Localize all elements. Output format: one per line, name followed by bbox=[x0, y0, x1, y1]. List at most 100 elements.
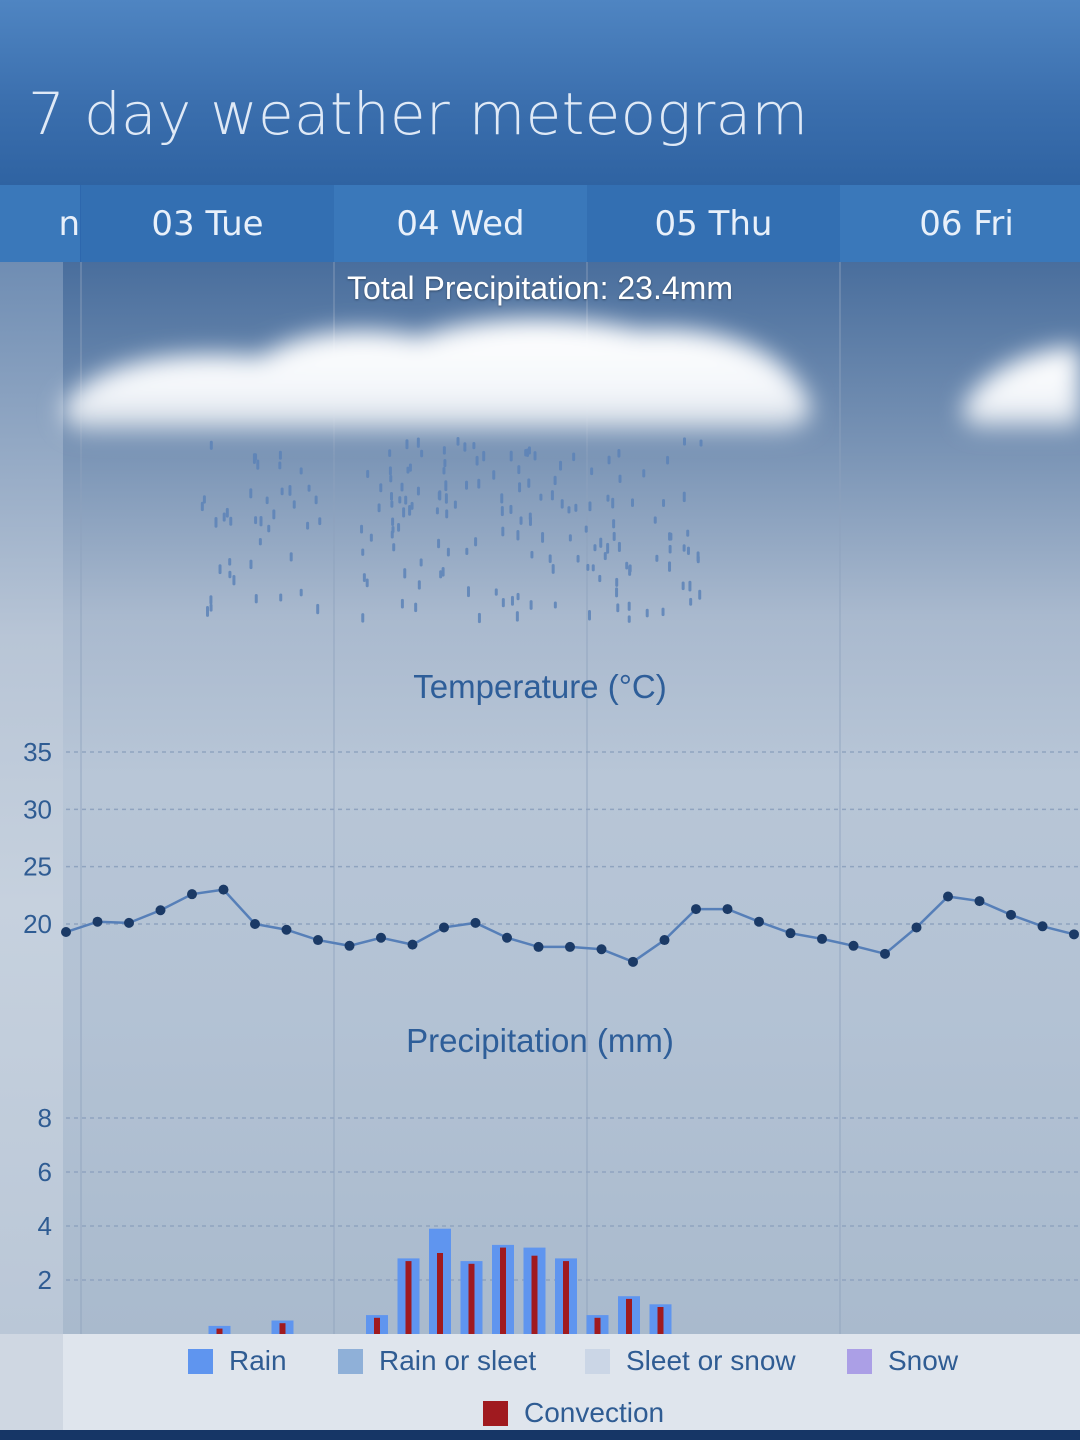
rain-drop bbox=[661, 607, 665, 617]
temperature-grid bbox=[66, 751, 1080, 925]
rain-drop bbox=[361, 613, 365, 623]
temperature-points bbox=[61, 884, 1079, 967]
rain-drop bbox=[417, 580, 421, 590]
rain-drop bbox=[501, 597, 505, 608]
rain-drop bbox=[256, 459, 260, 470]
rain-drop bbox=[655, 554, 659, 562]
rain-drop bbox=[688, 580, 692, 592]
rain-drop bbox=[414, 602, 418, 613]
rain-drop bbox=[272, 509, 276, 520]
temperature-point bbox=[722, 904, 733, 915]
temperature-point bbox=[313, 935, 323, 946]
rain-drop bbox=[389, 474, 393, 483]
legend: Rain Rain or sleet Sleet or snow Snow Co… bbox=[0, 1334, 1080, 1430]
legend-item-snow[interactable]: Snow bbox=[847, 1345, 958, 1377]
convection-bar bbox=[626, 1298, 632, 1334]
temperature-point bbox=[565, 941, 575, 952]
legend-item-rain[interactable]: Rain bbox=[188, 1345, 287, 1377]
rain-drop bbox=[445, 509, 449, 519]
rain-drop bbox=[625, 561, 629, 570]
rain-drop bbox=[501, 526, 505, 537]
rain-drop bbox=[200, 501, 204, 512]
rain-drop bbox=[405, 439, 409, 450]
rain-drop bbox=[527, 478, 531, 488]
rain-drop bbox=[472, 441, 476, 450]
rain-drop bbox=[391, 526, 395, 534]
total-precipitation: Total Precipitation: 23.4mm bbox=[347, 270, 733, 306]
rain-drop bbox=[494, 588, 498, 596]
temperature-point bbox=[218, 884, 229, 895]
rain-drop bbox=[500, 506, 504, 517]
rain-drop bbox=[593, 544, 597, 552]
rain-drop bbox=[406, 466, 410, 474]
rain-drop bbox=[606, 494, 610, 502]
convection-bar bbox=[374, 1317, 380, 1334]
rain-drop bbox=[669, 532, 673, 541]
rain-drop bbox=[404, 495, 408, 505]
tab-04-wed[interactable]: 04 Wed bbox=[334, 185, 587, 262]
rain-drop bbox=[442, 466, 446, 475]
rain-drop bbox=[666, 455, 670, 465]
rain-drop bbox=[559, 460, 563, 471]
rain-drop bbox=[689, 597, 693, 606]
sleet-or-snow-swatch bbox=[585, 1348, 610, 1374]
rain-drop bbox=[463, 442, 467, 452]
rain-swatch bbox=[188, 1348, 213, 1374]
rain-drop bbox=[541, 532, 545, 543]
rain-drop bbox=[437, 491, 441, 500]
convection-bar bbox=[500, 1247, 506, 1334]
tab-03-tue[interactable]: 03 Tue bbox=[81, 185, 334, 262]
rain-drop bbox=[686, 529, 690, 537]
convection-bar bbox=[437, 1253, 443, 1334]
rain-drop bbox=[518, 482, 522, 493]
temperature-point bbox=[911, 922, 922, 933]
temperature-tick-label: 35 bbox=[23, 737, 52, 767]
rain-drop bbox=[288, 485, 292, 496]
rain-drop bbox=[612, 531, 616, 542]
temperature-point bbox=[61, 927, 71, 938]
temperature-y-ticks: 20 25 30 35 bbox=[23, 737, 52, 939]
rain-drop bbox=[362, 573, 366, 582]
precipitation-tick-label: 2 bbox=[38, 1265, 52, 1295]
legend-item-rain-or-sleet[interactable]: Rain or sleet bbox=[338, 1345, 536, 1377]
temperature-point bbox=[785, 928, 796, 939]
rain-drop bbox=[249, 488, 253, 499]
rain-drop bbox=[214, 516, 218, 528]
legend-item-sleet-or-snow[interactable]: Sleet or snow bbox=[585, 1345, 796, 1377]
rain-drop bbox=[419, 558, 423, 567]
rain-drop bbox=[388, 449, 392, 458]
rain-drop bbox=[616, 603, 620, 613]
rain-drop bbox=[588, 501, 592, 512]
rain-drop bbox=[280, 487, 284, 496]
tab-05-thu[interactable]: 05 Thu bbox=[587, 185, 840, 262]
rain-drop bbox=[446, 547, 450, 557]
rain-drop bbox=[572, 452, 576, 462]
legend-item-convection[interactable]: Convection bbox=[483, 1397, 664, 1429]
rain-drop bbox=[682, 437, 686, 446]
rain-drop bbox=[391, 517, 395, 527]
convection-bar bbox=[657, 1307, 664, 1334]
rain-drop bbox=[202, 495, 206, 504]
rain-drop bbox=[509, 450, 513, 462]
temperature-point bbox=[502, 932, 512, 943]
temperature-tick-label: 25 bbox=[23, 852, 52, 882]
rain-drop bbox=[390, 500, 394, 508]
rain-drop bbox=[392, 543, 396, 552]
temperature-point bbox=[691, 904, 701, 915]
rain-drop bbox=[306, 521, 310, 530]
rain-drop bbox=[366, 469, 370, 479]
tab-day-partial[interactable]: n bbox=[0, 185, 80, 262]
header: 7 day weather meteogram bbox=[0, 0, 1080, 185]
rain-drop bbox=[606, 542, 610, 554]
rain-drop bbox=[584, 525, 588, 533]
rain-drop bbox=[590, 467, 594, 476]
rain-drop bbox=[402, 507, 406, 518]
tab-06-fri[interactable]: 06 Fri bbox=[840, 185, 1080, 262]
rain-drop bbox=[617, 449, 621, 458]
rain-drop bbox=[443, 458, 447, 468]
rain-drop bbox=[574, 503, 578, 512]
temperature-point bbox=[659, 935, 670, 946]
precipitation-tick-label: 8 bbox=[38, 1103, 52, 1133]
legend-gutter bbox=[0, 1334, 63, 1430]
